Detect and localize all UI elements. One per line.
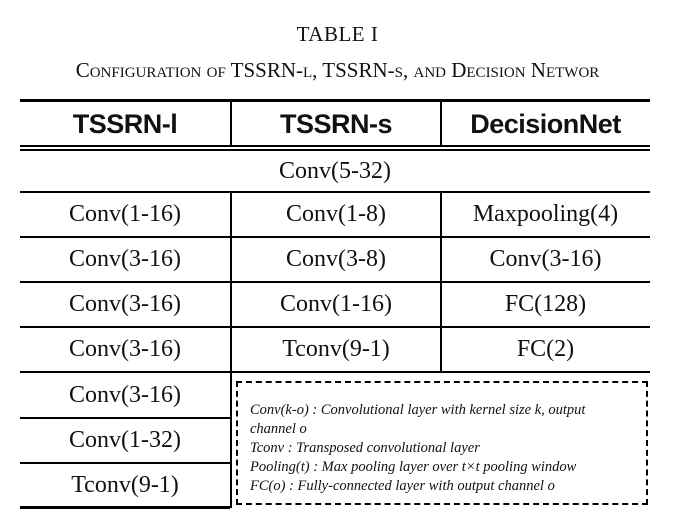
table-cell: Tconv(9-1) bbox=[282, 336, 390, 362]
row-rule-5 bbox=[20, 371, 650, 373]
row-rule-6 bbox=[20, 417, 230, 419]
legend-line: Tconv : Transposed convolutional layer bbox=[250, 440, 480, 456]
table-cell: FC(2) bbox=[516, 336, 575, 362]
table-cell: Conv(3-8) bbox=[286, 246, 386, 272]
header-tssrn-s: TSSRN-s bbox=[279, 108, 393, 139]
table-cell: Conv(1-8) bbox=[286, 201, 386, 227]
top-rule bbox=[20, 99, 650, 102]
table-cell: Conv(3-16) bbox=[69, 246, 181, 272]
legend-line: channel o bbox=[250, 421, 307, 437]
configuration-table: TSSRN-l TSSRN-s DecisionNet Conv(5-32) C… bbox=[20, 99, 650, 509]
table-label: TABLE I bbox=[296, 22, 379, 46]
header-rule-lower bbox=[20, 149, 650, 151]
legend-line: Pooling(t) : Max pooling layer over t×t … bbox=[250, 459, 577, 475]
bottom-rule bbox=[20, 506, 230, 509]
table-caption: Configuration of TSSRN-l, TSSRN-s, and D… bbox=[75, 58, 600, 82]
row-rule-2 bbox=[20, 236, 650, 238]
table-cell: Tconv(9-1) bbox=[71, 471, 179, 498]
header-tssrn-l: TSSRN-l bbox=[72, 108, 178, 139]
header-decisionnet: DecisionNet bbox=[470, 108, 621, 139]
table-cell: Conv(1-16) bbox=[280, 291, 392, 317]
header-rule-upper bbox=[20, 145, 650, 147]
table-cell: Conv(3-16) bbox=[69, 336, 181, 362]
row-rule-3 bbox=[20, 281, 650, 283]
table-cell: FC(128) bbox=[504, 291, 587, 317]
table-cell: Maxpooling(4) bbox=[472, 201, 619, 227]
row-rule-7 bbox=[20, 462, 230, 464]
row-rule-4 bbox=[20, 326, 650, 328]
col-rule-2-header bbox=[440, 101, 442, 146]
col-rule-1-body bbox=[230, 192, 232, 508]
legend-line: FC(o) : Fully-connected layer with outpu… bbox=[250, 478, 555, 494]
table-cell: Conv(3-16) bbox=[69, 291, 181, 317]
legend-box: Conv(k-o) : Convolutional layer with ker… bbox=[236, 381, 648, 505]
col-rule-1-header bbox=[230, 101, 232, 146]
row-rule-1 bbox=[20, 191, 650, 193]
table-cell: Conv(3-16) bbox=[489, 246, 602, 272]
col-rule-2-body bbox=[440, 192, 442, 373]
shared-conv-cell: Conv(5-32) bbox=[279, 157, 391, 184]
table-cell: Conv(1-32) bbox=[69, 427, 181, 453]
table-cell: Conv(1-16) bbox=[69, 201, 181, 227]
table-cell: Conv(3-16) bbox=[69, 381, 181, 408]
legend-line: Conv(k-o) : Convolutional layer with ker… bbox=[250, 402, 586, 418]
